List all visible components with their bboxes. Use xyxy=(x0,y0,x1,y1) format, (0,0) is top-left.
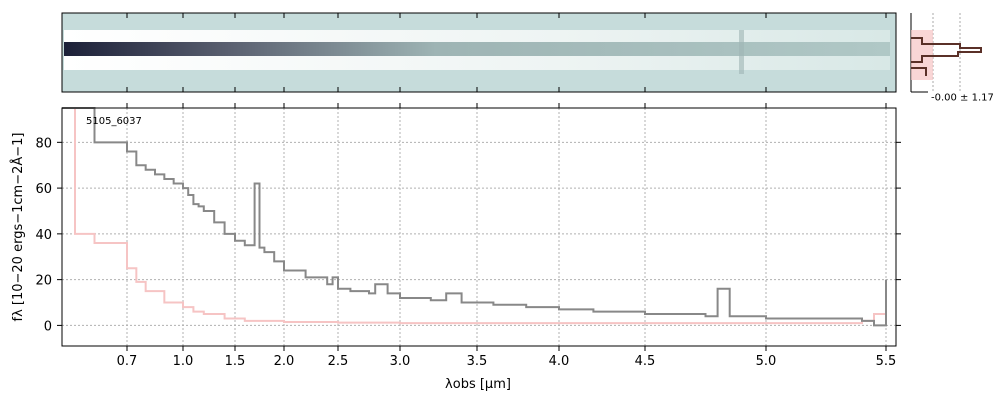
x-tick-label: 3.5 xyxy=(467,354,488,369)
y-tick-label: 60 xyxy=(35,182,52,197)
y-tick-label: 40 xyxy=(35,228,52,243)
spectrum-2d-emission-line xyxy=(739,30,744,74)
spectrum-1d-grid xyxy=(62,108,896,346)
spectrum-1d-frame xyxy=(61,107,897,347)
x-axis-label: λobs [μm] xyxy=(445,377,511,392)
x-tick-label: 3.0 xyxy=(390,354,411,369)
x-tick-label: 5.0 xyxy=(756,354,777,369)
y-axis-label: fλ [10−20 ergs−1cm−2Å−1] xyxy=(10,133,26,322)
spectrum-2d-panel xyxy=(61,12,897,93)
x-tick-label: 4.5 xyxy=(635,354,656,369)
x-tick-label: 2.0 xyxy=(274,354,295,369)
profile-data-curve xyxy=(911,37,982,76)
spectrum-2d-trace xyxy=(64,42,890,56)
x-tick-label: 0.7 xyxy=(117,354,138,369)
x-tick-label: 5.5 xyxy=(876,354,897,369)
x-tick-label: 4.0 xyxy=(549,354,570,369)
y-tick-label: 80 xyxy=(35,136,52,151)
series-line xyxy=(62,107,887,327)
spectrum-1d-xticks: 0.7 1.0 1.5 2.0 2.5 3.0 3.5 4.0 4.5 5.0 5.5 xyxy=(117,103,897,369)
spectrum-1d-yticks: 0 20 40 60 80 xyxy=(35,136,901,334)
spectrum-1d-series xyxy=(62,107,887,327)
profile-panel: -0.00 ± 1.17 xyxy=(910,13,994,103)
spectrum-1d-label: 5105_6037 xyxy=(86,116,142,127)
spectrum-2d-ticks xyxy=(126,13,887,92)
y-tick-label: 20 xyxy=(35,274,52,289)
x-tick-label: 1.0 xyxy=(173,354,194,369)
series-line xyxy=(62,107,887,325)
profile-annotation: -0.00 ± 1.17 xyxy=(931,92,994,103)
spectrum-1d-panel: 0 20 40 60 80 0.7 1.0 1.5 2.0 2.5 3.0 3.5 4.0 4.5 5.0… xyxy=(10,103,901,392)
x-tick-label: 2.5 xyxy=(328,354,349,369)
x-tick-label: 1.5 xyxy=(225,354,246,369)
y-tick-label: 0 xyxy=(44,319,52,334)
spectrum-2d-frame xyxy=(61,12,897,93)
